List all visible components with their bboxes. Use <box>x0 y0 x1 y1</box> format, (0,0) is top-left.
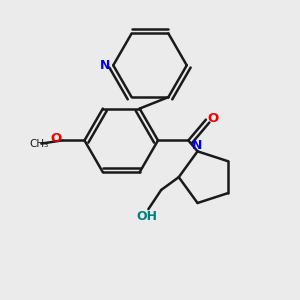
Text: OH: OH <box>136 210 157 223</box>
Text: CH₃: CH₃ <box>29 139 48 148</box>
Text: O: O <box>51 132 62 145</box>
Text: N: N <box>192 139 203 152</box>
Text: N: N <box>100 59 110 72</box>
Text: O: O <box>207 112 219 124</box>
